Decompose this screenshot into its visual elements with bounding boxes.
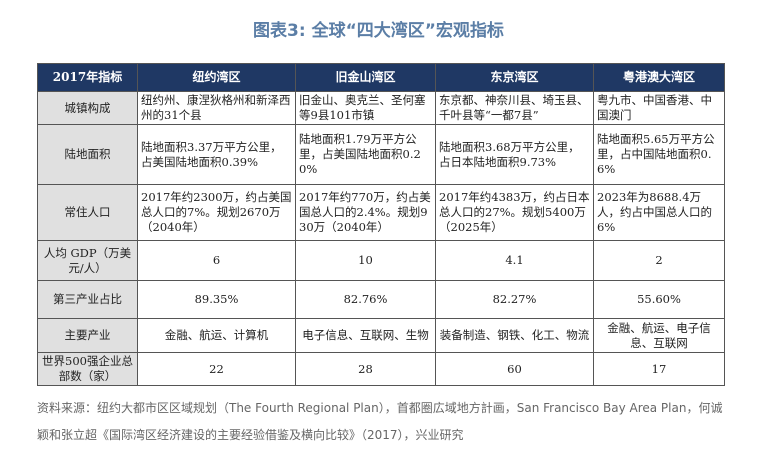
table-cell: 2 [593,240,725,281]
row-label: 主要产业 [37,318,138,353]
table-cell: 东京都、神奈川县、埼玉县、千叶县等“一都7县” [435,91,594,125]
table-cell: 17 [593,352,725,386]
table-cell: 2017年约2300万，约占美国总人口的7%。规划2670万（2040年） [137,184,296,241]
header-cell: 粤港澳大湾区 [593,63,725,92]
header-cell: 东京湾区 [435,63,594,92]
table-row: 城镇构成 纽约州、康涅狄格州和新泽西州的31个县 旧金山、奥克兰、圣何塞等9县101… [37,91,725,125]
table-cell: 2023年为8688.4万人，约占中国总人口的6% [593,184,725,241]
table-cell: 陆地面积1.79万平方公里，占美国陆地面积0.20% [295,124,436,185]
table-cell: 粤九市、中国香港、中国澳门 [593,91,725,125]
table-cell: 60 [435,352,594,386]
table-cell: 82.76% [295,280,436,319]
table-cell: 陆地面积5.65万平方公里，占中国陆地面积0.6% [593,124,725,185]
title: 图表3: 全球“四大湾区”宏观指标 [253,21,504,41]
header-cell: 旧金山湾区 [295,63,436,92]
table-cell: 纽约州、康涅狄格州和新泽西州的31个县 [137,91,296,125]
indicator-table: 2017年指标 纽约湾区 旧金山湾区 东京湾区 粤港澳大湾区 城镇构成 纽约州、康涅狄格州… [37,63,725,386]
row-label: 陆地面积 [37,124,138,185]
table-cell: 陆地面积3.37万平方公里，占美国陆地面积0.39% [137,124,296,185]
table-cell: 28 [295,352,436,386]
table-row: 主要产业 金融、航运、计算机 电子信息、互联网、生物 装备制造、钢铁、化工、物流 金融、… [37,318,725,353]
table-cell: 89.35% [137,280,296,319]
table-cell: 陆地面积3.68万平方公里，占日本陆地面积9.73% [435,124,594,185]
table-cell: 金融、航运、电子信息、互联网 [593,318,725,353]
header-row: 2017年指标 纽约湾区 旧金山湾区 东京湾区 粤港澳大湾区 [37,63,725,92]
table-cell: 旧金山、奥克兰、圣何塞等9县101市镇 [295,91,436,125]
table-row: 人均 GDP（万美元/人） 6 10 4.1 2 [37,240,725,281]
table-cell: 22 [137,352,296,386]
row-label: 城镇构成 [37,91,138,125]
table-cell: 2017年约770万，约占美国总人口的2.4%。规划930万（2040年） [295,184,436,241]
table-cell: 55.60% [593,280,725,319]
table-cell: 10 [295,240,436,281]
table-cell: 82.27% [435,280,594,319]
table-cell: 金融、航运、计算机 [137,318,296,353]
table-cell: 2017年约4383万，约占日本总人口的27%。规划5400万（2025年） [435,184,594,241]
table-cell: 4.1 [435,240,594,281]
table-cell: 6 [137,240,296,281]
table-cell: 电子信息、互联网、生物 [295,318,436,353]
row-label: 第三产业占比 [37,280,138,319]
row-label: 常住人口 [37,184,138,241]
header-cell: 2017年指标 [37,63,138,92]
row-label: 人均 GDP（万美元/人） [37,240,138,281]
table-row: 常住人口 2017年约2300万，约占美国总人口的7%。规划2670万（2040年… [37,184,725,241]
source-note: 资料来源：纽约大都市区区域规划（The Fourth Regional Plan… [37,401,723,442]
table-cell: 装备制造、钢铁、化工、物流 [435,318,594,353]
table-row: 第三产业占比 89.35% 82.76% 82.27% 55.60% [37,280,725,319]
header-cell: 纽约湾区 [137,63,296,92]
table-row: 世界500强企业总部数（家） 22 28 60 17 [37,352,725,386]
row-label: 世界500强企业总部数（家） [37,352,138,386]
table-row: 陆地面积 陆地面积3.37万平方公里，占美国陆地面积0.39% 陆地面积1.79万平… [37,124,725,185]
